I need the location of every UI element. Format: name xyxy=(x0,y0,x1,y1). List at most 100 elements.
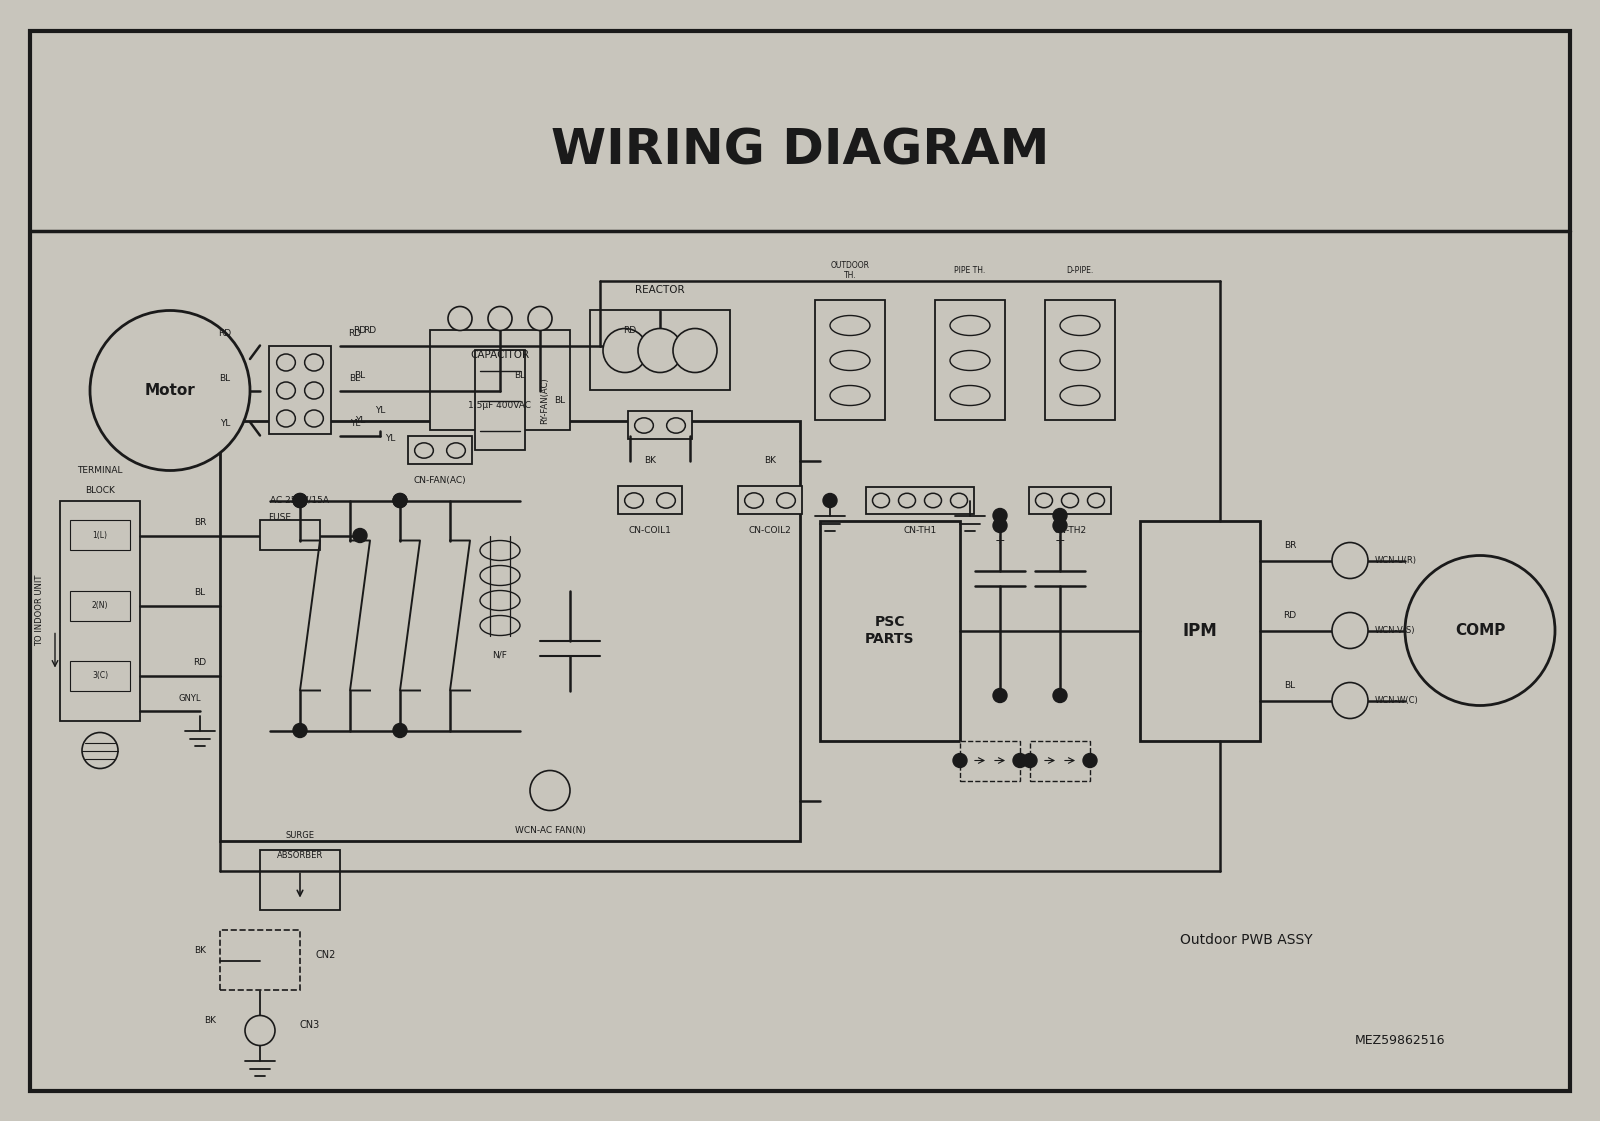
Circle shape xyxy=(1053,519,1067,532)
Text: IPM: IPM xyxy=(1182,621,1218,639)
Text: PSC
PARTS: PSC PARTS xyxy=(866,615,915,646)
Circle shape xyxy=(603,328,646,372)
Circle shape xyxy=(638,328,682,372)
Bar xyxy=(814,300,885,420)
Ellipse shape xyxy=(480,615,520,636)
Text: BL: BL xyxy=(555,396,565,405)
Circle shape xyxy=(994,688,1006,703)
Circle shape xyxy=(994,509,1006,522)
Text: BL: BL xyxy=(355,371,365,380)
Ellipse shape xyxy=(950,315,990,335)
Circle shape xyxy=(293,493,307,508)
Ellipse shape xyxy=(635,418,653,433)
Circle shape xyxy=(293,723,307,738)
Circle shape xyxy=(354,528,366,543)
Text: 2(N): 2(N) xyxy=(91,601,109,610)
Text: WCN-AC FAN(N): WCN-AC FAN(N) xyxy=(515,826,586,835)
Text: +: + xyxy=(1054,534,1066,547)
Ellipse shape xyxy=(304,354,323,371)
Bar xyxy=(70,591,130,621)
Text: 1.5μF 400VAC: 1.5μF 400VAC xyxy=(469,401,531,410)
Ellipse shape xyxy=(624,493,643,508)
Text: TERMINAL: TERMINAL xyxy=(77,466,123,475)
Text: SURGE: SURGE xyxy=(285,831,315,840)
Bar xyxy=(1029,487,1110,515)
Text: RD: RD xyxy=(194,658,206,667)
Ellipse shape xyxy=(277,382,296,399)
Text: RD: RD xyxy=(363,326,376,335)
Bar xyxy=(1030,741,1090,780)
Text: BK: BK xyxy=(765,456,776,465)
Text: 1(L): 1(L) xyxy=(93,531,107,540)
Text: Motor: Motor xyxy=(144,383,195,398)
Text: OUTDOOR
TH.: OUTDOOR TH. xyxy=(830,261,869,280)
Text: REACTOR: REACTOR xyxy=(635,286,685,296)
Text: D-PIPE.: D-PIPE. xyxy=(1066,266,1094,275)
Bar xyxy=(590,311,730,390)
Circle shape xyxy=(90,311,250,471)
Text: COMP: COMP xyxy=(1454,623,1506,638)
Text: BL: BL xyxy=(1285,680,1296,691)
Ellipse shape xyxy=(667,418,685,433)
Ellipse shape xyxy=(480,591,520,611)
Text: BL: BL xyxy=(349,374,360,383)
Bar xyxy=(221,930,301,991)
Text: BL: BL xyxy=(219,374,230,383)
Circle shape xyxy=(954,753,966,768)
Ellipse shape xyxy=(1059,315,1101,335)
Text: CN-COIL1: CN-COIL1 xyxy=(629,526,672,535)
Circle shape xyxy=(674,328,717,372)
Ellipse shape xyxy=(950,386,990,406)
Text: BK: BK xyxy=(205,1016,216,1025)
Text: BLOCK: BLOCK xyxy=(85,487,115,495)
Circle shape xyxy=(488,306,512,331)
Bar xyxy=(475,351,525,451)
Ellipse shape xyxy=(950,351,990,371)
Text: 3(C): 3(C) xyxy=(91,671,109,680)
Bar xyxy=(430,331,570,430)
Bar xyxy=(259,520,320,550)
Ellipse shape xyxy=(304,382,323,399)
Ellipse shape xyxy=(1059,351,1101,371)
Ellipse shape xyxy=(304,410,323,427)
Text: GNYL: GNYL xyxy=(179,694,202,703)
Ellipse shape xyxy=(1059,386,1101,406)
Text: YL: YL xyxy=(219,419,230,428)
Bar xyxy=(259,851,339,910)
Ellipse shape xyxy=(656,493,675,508)
Text: WIRING DIAGRAM: WIRING DIAGRAM xyxy=(550,127,1050,175)
Text: AC 250V/15A: AC 250V/15A xyxy=(270,495,330,504)
Text: BL: BL xyxy=(195,589,205,597)
Ellipse shape xyxy=(277,354,296,371)
Ellipse shape xyxy=(830,351,870,371)
Ellipse shape xyxy=(830,386,870,406)
Ellipse shape xyxy=(480,565,520,585)
Circle shape xyxy=(1331,683,1368,719)
Circle shape xyxy=(1013,753,1027,768)
Ellipse shape xyxy=(1035,493,1053,508)
Ellipse shape xyxy=(744,493,763,508)
Bar xyxy=(934,300,1005,420)
Circle shape xyxy=(293,493,307,508)
Ellipse shape xyxy=(899,493,915,508)
Ellipse shape xyxy=(414,443,434,458)
Text: CN-TH2: CN-TH2 xyxy=(1053,526,1086,535)
Circle shape xyxy=(1405,556,1555,705)
Circle shape xyxy=(394,493,406,508)
Text: BK: BK xyxy=(643,456,656,465)
Circle shape xyxy=(1053,688,1067,703)
Bar xyxy=(866,487,974,515)
Text: PIPE TH.: PIPE TH. xyxy=(954,266,986,275)
Circle shape xyxy=(528,306,552,331)
Text: CN-FAN(AC): CN-FAN(AC) xyxy=(414,476,466,485)
Bar xyxy=(70,660,130,691)
Ellipse shape xyxy=(950,493,968,508)
Ellipse shape xyxy=(925,493,941,508)
Bar xyxy=(1139,520,1261,741)
Circle shape xyxy=(394,493,406,508)
Text: YL: YL xyxy=(355,416,365,425)
Bar xyxy=(408,436,472,464)
Text: WCN-W(C): WCN-W(C) xyxy=(1374,696,1419,705)
Text: RD: RD xyxy=(1283,611,1296,620)
Circle shape xyxy=(1022,753,1037,768)
